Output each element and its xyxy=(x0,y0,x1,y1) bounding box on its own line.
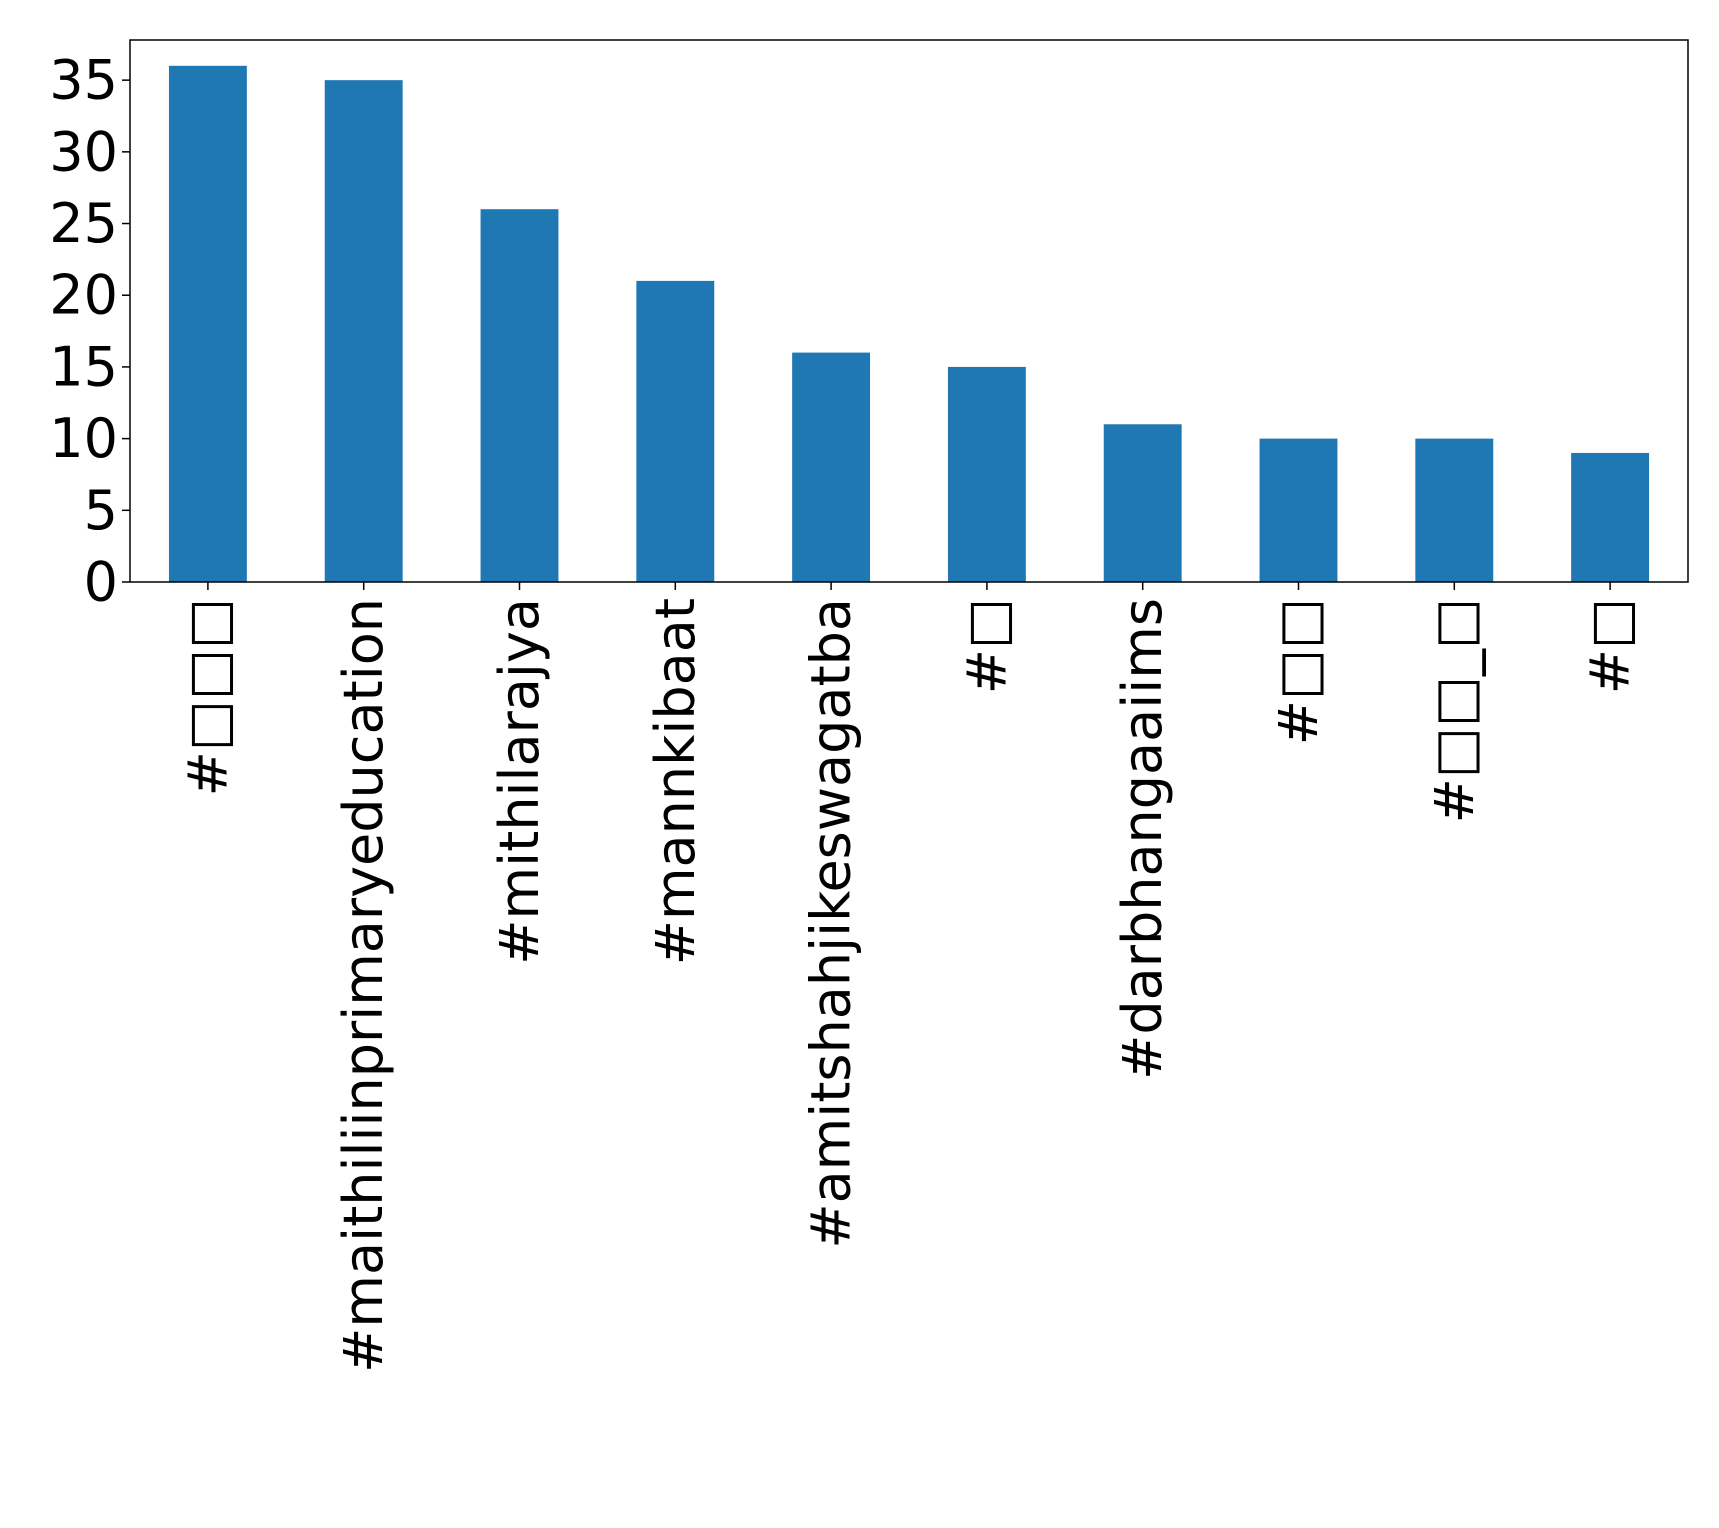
bar-4 xyxy=(636,280,715,582)
bar-3 xyxy=(480,209,559,582)
bar-6 xyxy=(947,366,1026,582)
x-tick-label: #amitshahjikeswagatba xyxy=(800,598,863,1249)
bar-10 xyxy=(1571,452,1650,582)
x-tick-label: #□□□ xyxy=(176,598,239,796)
x-tick-label: #mannkibaat xyxy=(644,598,707,965)
axes-frame xyxy=(129,39,1689,583)
y-tick-label: 30 xyxy=(49,120,118,183)
x-tick-label: #mithilarajya xyxy=(488,598,551,965)
x-tick-label: #□□ xyxy=(1267,598,1330,745)
bar-9 xyxy=(1415,438,1494,582)
bars-layer xyxy=(168,65,1650,583)
bar-8 xyxy=(1259,438,1338,582)
bar-2 xyxy=(324,80,403,583)
x-tick-label: #darbhangaaiims xyxy=(1111,598,1174,1080)
x-tick-label: #maithiliinprimaryeducation xyxy=(332,598,395,1373)
bar-7 xyxy=(1103,424,1182,582)
x-tick-label: #□ xyxy=(1579,598,1642,694)
x-axis: #□□□ #maithiliinprimaryeducation #mithilar… xyxy=(176,582,1642,1373)
bar-1 xyxy=(168,65,247,583)
y-tick-label: 20 xyxy=(49,264,118,327)
x-tick-label: #□□_□ xyxy=(1423,598,1486,823)
y-tick-label: 35 xyxy=(49,49,118,112)
y-tick-label: 10 xyxy=(49,407,118,470)
y-tick-label: 5 xyxy=(84,479,118,542)
bar-5 xyxy=(792,352,871,582)
y-tick-label: 25 xyxy=(49,192,118,255)
y-axis: 0 5 10 15 20 25 30 35 xyxy=(49,49,130,614)
y-tick-label: 0 xyxy=(84,551,118,614)
x-tick-label: #□ xyxy=(955,598,1018,694)
y-tick-label: 15 xyxy=(49,335,118,398)
